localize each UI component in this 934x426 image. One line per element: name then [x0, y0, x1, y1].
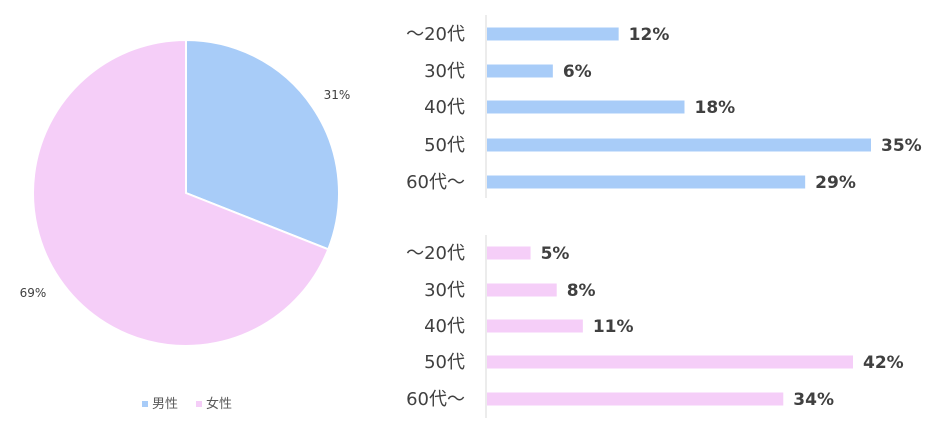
bar: [487, 100, 685, 114]
bar: [487, 27, 619, 41]
gender-pie-chart: 31% 69%: [20, 38, 351, 347]
pie-legend: 男性 女性: [142, 396, 232, 412]
legend-label: 女性: [206, 396, 232, 412]
pie-data-label: 31%: [324, 88, 351, 102]
bar: [487, 392, 784, 406]
category-label: 40代: [424, 97, 465, 118]
bar-data-label: 11%: [593, 317, 634, 337]
category-label: 40代: [424, 316, 465, 337]
bar: [487, 319, 583, 333]
category-label: 60代～: [406, 389, 465, 410]
bar-data-label: 6%: [563, 62, 592, 82]
male-age-bar-chart: ～20代 12% 30代 6% 40代 18% 50代 35% 60代～ 29%: [406, 15, 922, 198]
legend-swatch: [196, 401, 202, 407]
bar-data-label: 12%: [629, 25, 670, 45]
pie-data-label: 69%: [20, 286, 47, 300]
category-label: 30代: [424, 280, 465, 301]
female-age-bar-chart: ～20代 5% 30代 8% 40代 11% 50代 42% 60代～ 34%: [406, 235, 904, 418]
category-label: 50代: [424, 135, 465, 156]
bar-data-label: 29%: [815, 173, 856, 193]
bar-data-label: 42%: [863, 353, 904, 373]
pie-slice: [185, 38, 340, 251]
bar-data-label: 5%: [541, 244, 570, 264]
bar-data-label: 18%: [694, 98, 735, 118]
legend-swatch: [142, 401, 148, 407]
bar: [487, 64, 553, 78]
category-label: 50代: [424, 352, 465, 373]
category-label: 60代～: [406, 172, 465, 193]
bar: [487, 246, 531, 260]
category-label: ～20代: [406, 243, 465, 264]
pie-slice: [32, 38, 330, 347]
category-label: 30代: [424, 61, 465, 82]
bar: [487, 138, 871, 152]
legend-label: 男性: [152, 397, 178, 412]
bar-data-label: 8%: [567, 281, 596, 301]
bar: [487, 283, 557, 297]
category-label: ～20代: [406, 24, 465, 45]
bar: [487, 355, 853, 369]
bar: [487, 175, 806, 189]
bar-data-label: 34%: [793, 390, 834, 410]
bar-data-label: 35%: [881, 136, 922, 156]
